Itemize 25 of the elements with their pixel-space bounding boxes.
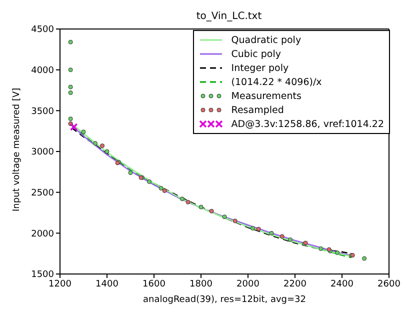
y-tick-label: 4500 [31, 25, 54, 36]
legend-label: Cubic poly [231, 48, 281, 60]
legend-label: Measurements [231, 90, 302, 102]
y-tick-label: 3500 [31, 106, 54, 117]
y-tick-label: 4000 [31, 66, 54, 76]
legend-label: Integer poly [231, 62, 289, 74]
y-tick-label: 1500 [31, 270, 54, 280]
x-axis-title: analogRead(39), res=12bit, avg=32 [143, 295, 306, 305]
y-tick-label: 2500 [31, 188, 54, 199]
x-tick-label: 1800 [190, 279, 213, 290]
legend-label: (1014.22 * 4096)/x [231, 76, 322, 88]
x-tick-label: 2000 [236, 279, 260, 290]
x-tick-label: 1400 [96, 279, 119, 290]
legend-label: Resampled [231, 104, 284, 116]
x-tick-label: 1600 [142, 279, 166, 290]
chart-title: to_Vin_LC.txt [195, 11, 263, 22]
x-tick-label: 2200 [284, 279, 307, 290]
y-axis-title: Input voltage measured [V] [12, 88, 22, 212]
x-tick-label: 2400 [330, 279, 354, 290]
legend-label: AD@3.3v:1258.86, vref:1014.22 [231, 118, 384, 130]
x-tick-label: 1200 [48, 279, 72, 290]
y-tick-label: 2000 [31, 229, 54, 240]
legend-label: Quadratic poly [231, 34, 302, 46]
y-tick-label: 3000 [31, 148, 54, 158]
x-tick-label: 2600 [378, 279, 401, 290]
